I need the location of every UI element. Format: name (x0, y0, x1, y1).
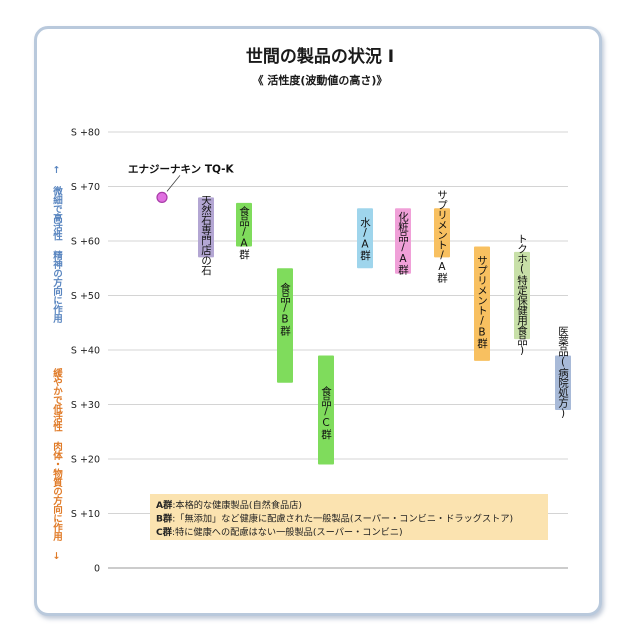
ylabel-bottom: 緩やかで低活性 肉体・物質の方向に作用 ↓ (51, 368, 62, 562)
chart-title: 世間の製品の状況 I (246, 46, 394, 67)
y-tick-label: 0 (94, 564, 100, 575)
bar-label: トクホ(特定保健用食品) (516, 233, 528, 356)
y-axis-ticks: 0 S +10 S +20 S +30 S +40 S +50 S +60 S +70 S +8… (71, 128, 100, 575)
bar (198, 197, 214, 258)
y-tick-label: S +20 (71, 455, 100, 466)
bar (318, 355, 334, 465)
chart-subtitle: 《 活性度(波動値の高さ)》 (253, 73, 388, 87)
bar (514, 251, 530, 340)
y-tick-label: S +10 (71, 509, 100, 520)
bar (474, 246, 490, 361)
bar-label: 食品/C群 (320, 385, 332, 440)
bar (434, 208, 450, 258)
point-group: エナジーナキン TQ-K (128, 163, 234, 203)
point-marker (156, 191, 168, 203)
bar-label: サプリメント/A群 (436, 190, 448, 284)
y-tick-label: S +30 (71, 400, 100, 411)
legend-box (150, 494, 548, 540)
point-label: エナジーナキン TQ-K (128, 163, 234, 175)
bar-label: 化粧品/A群 (397, 211, 409, 276)
ylabel-top: ↑ 微細で高活性 精神の方向に作用 (51, 165, 62, 323)
legend-entry: A群:本格的な健康製品(自然食品店) (156, 499, 302, 511)
legend-entry: B群:「無添加」など健康に配慮された一般製品(スーパー・コンビニ・ドラッグストア… (156, 513, 513, 525)
bar-label: 食品/B群 (279, 281, 291, 336)
bars (198, 197, 571, 465)
legend-entry: C群:特に健康への配慮はない一般製品(スーパー・コンビニ) (156, 526, 403, 538)
y-tick-label: S +50 (71, 291, 100, 302)
bar (277, 268, 293, 383)
y-tick-label: S +40 (71, 346, 100, 357)
bar (555, 355, 571, 410)
bar-label: 水/A群 (359, 217, 371, 261)
bar-label: 医薬品(病院処方) (557, 326, 569, 419)
y-tick-label: S +60 (71, 237, 100, 248)
bar (395, 208, 411, 274)
y-tick-label: S +70 (71, 182, 100, 193)
bar-label: 食品/A群 (238, 205, 250, 260)
bar-label: 天然石専門店の石 (200, 195, 212, 275)
bar (236, 202, 252, 247)
bar-label: サプリメント/B群 (476, 255, 488, 349)
y-tick-label: S +80 (71, 128, 100, 139)
bar (357, 208, 373, 269)
point-leader-line (166, 175, 181, 192)
legend: A群:本格的な健康製品(自然食品店) B群:「無添加」など健康に配慮された一般製品… (150, 494, 548, 540)
